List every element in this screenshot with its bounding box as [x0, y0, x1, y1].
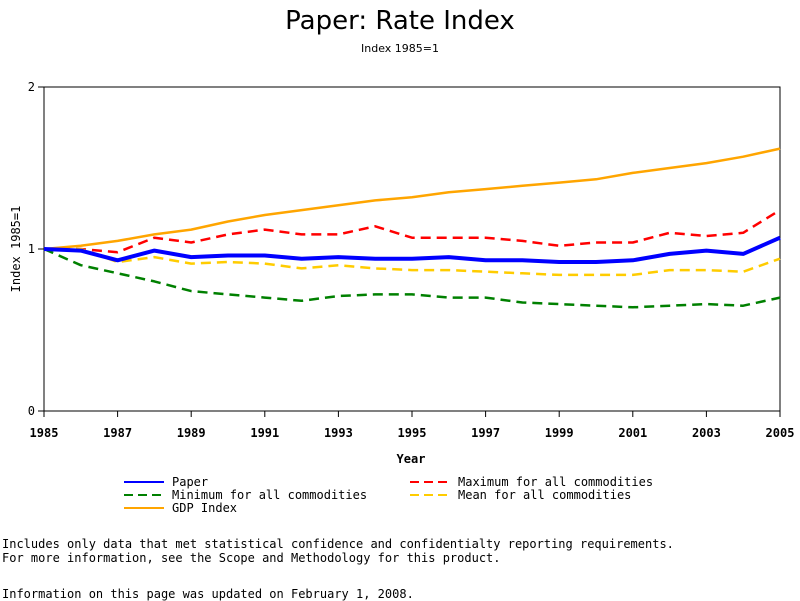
y-axis-label: Index 1985=1: [9, 206, 23, 293]
y-tick-label: 2: [28, 80, 35, 94]
legend-label: GDP Index: [172, 501, 237, 515]
x-tick-label: 2001: [618, 426, 647, 440]
x-tick-label: 1989: [177, 426, 206, 440]
legend-label: Mean for all commodities: [458, 488, 631, 502]
x-axis-label: Year: [397, 452, 426, 466]
legend-label: Maximum for all commodities: [458, 475, 653, 489]
x-axis: 1985 1987 1989 1991 1993 1995 1997 1999 2001 2003…: [30, 411, 795, 440]
y-axis: 0 1 2: [28, 80, 44, 418]
legend-label: Minimum for all commodities: [172, 488, 367, 502]
series-line-mean-for-all-commodities: [44, 247, 781, 277]
series-line-maximum-for-all-commodities: [44, 209, 781, 254]
x-tick-label: 1991: [250, 426, 279, 440]
chart-title: Paper: Rate Index: [285, 6, 515, 36]
legend-label: Paper: [172, 475, 208, 489]
x-tick-label: 1987: [103, 426, 132, 440]
y-tick-label: 1: [28, 242, 35, 256]
x-tick-label: 1985: [30, 426, 59, 440]
x-tick-label: 1997: [471, 426, 500, 440]
update-note: Information on this page was updated on …: [2, 587, 414, 601]
y-tick-label: 0: [28, 404, 35, 418]
series-line-gdp-index: [43, 147, 781, 251]
legend: Paper Maximum for all commodities Minimum …: [124, 475, 653, 515]
x-tick-label: 2003: [692, 426, 721, 440]
series-line-paper: [43, 235, 781, 264]
footnote-line-1: Includes only data that met statistical …: [2, 537, 674, 551]
series-line-minimum-for-all-commodities: [43, 247, 781, 309]
chart-subtitle: Index 1985=1: [361, 42, 439, 55]
footnote: Includes only data that met statistical …: [2, 537, 674, 565]
x-tick-label: 2005: [766, 426, 795, 440]
footnote-line-2: For more information, see the Scope and …: [2, 551, 501, 565]
x-tick-label: 1999: [545, 426, 574, 440]
series-layer: [43, 147, 781, 309]
x-tick-label: 1993: [324, 426, 353, 440]
x-tick-label: 1995: [398, 426, 427, 440]
